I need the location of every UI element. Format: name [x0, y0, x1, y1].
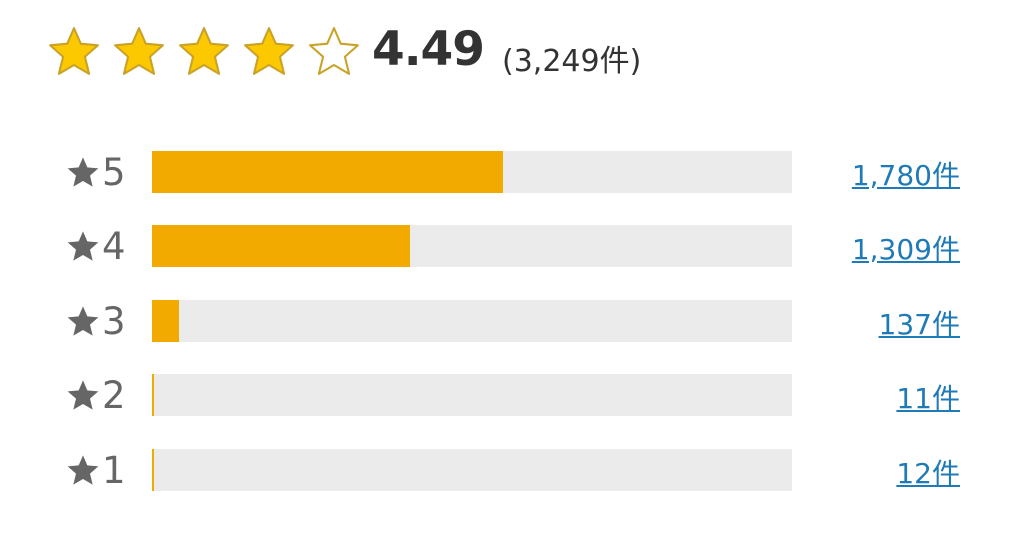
rating-count-link[interactable]: 1,309件	[851, 233, 960, 266]
rating-count-link[interactable]: 1,780件	[851, 159, 960, 192]
star-level: 4	[102, 224, 126, 268]
star-level: 2	[102, 373, 126, 417]
rating-bar-fill	[152, 449, 155, 491]
star-icon	[67, 306, 99, 336]
star-filled-icon	[179, 27, 229, 75]
rating-row-2: 2 11件	[0, 373, 1024, 417]
star-empty-icon	[309, 27, 359, 75]
rating-bar-fill	[152, 151, 503, 193]
star-icon	[67, 231, 99, 261]
star-level: 3	[102, 299, 126, 343]
rating-bar-track	[152, 449, 792, 491]
star-filled-icon	[114, 27, 164, 75]
star-rating	[48, 26, 360, 76]
star-level: 1	[102, 448, 126, 492]
review-total: (3,249件)	[502, 44, 642, 79]
rating-bar-track	[152, 225, 792, 267]
rating-count-link[interactable]: 137件	[878, 308, 960, 341]
rating-row-5: 5 1,780件	[0, 150, 1024, 194]
star-level: 5	[102, 150, 126, 194]
star-filled-icon	[49, 27, 99, 75]
star-icon	[67, 380, 99, 410]
rating-bar-track	[152, 300, 792, 342]
rating-bar-track	[152, 374, 792, 416]
star-icon	[67, 157, 99, 187]
rating-count-link[interactable]: 11件	[896, 382, 960, 415]
rating-row-1: 1 12件	[0, 448, 1024, 492]
rating-bar-fill	[152, 225, 410, 267]
rating-row-3: 3 137件	[0, 299, 1024, 343]
rating-bar-fill	[152, 300, 179, 342]
star-icon	[67, 455, 99, 485]
rating-count-link[interactable]: 12件	[896, 457, 960, 490]
average-rating: 4.49	[372, 22, 485, 77]
rating-row-4: 4 1,309件	[0, 224, 1024, 268]
star-filled-icon	[244, 27, 294, 75]
rating-bar-track	[152, 151, 792, 193]
rating-bar-fill	[152, 374, 155, 416]
